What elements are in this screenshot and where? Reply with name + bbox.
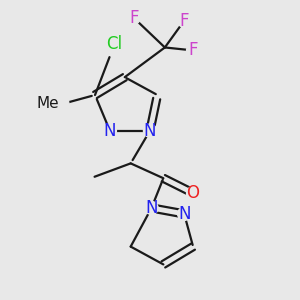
Circle shape — [145, 201, 158, 214]
Text: N: N — [178, 205, 190, 223]
Circle shape — [187, 44, 200, 57]
Circle shape — [187, 187, 200, 200]
Circle shape — [105, 35, 124, 54]
Text: N: N — [144, 122, 156, 140]
Text: Me: Me — [37, 96, 59, 111]
Text: Cl: Cl — [106, 35, 122, 53]
Text: F: F — [188, 41, 198, 59]
Circle shape — [127, 11, 140, 24]
Text: O: O — [187, 184, 200, 202]
Circle shape — [178, 207, 191, 220]
Text: F: F — [129, 9, 138, 27]
Circle shape — [50, 94, 69, 113]
Text: F: F — [179, 12, 189, 30]
Circle shape — [143, 124, 157, 137]
Text: N: N — [145, 199, 158, 217]
Text: N: N — [103, 122, 116, 140]
Circle shape — [103, 124, 116, 137]
Circle shape — [178, 14, 191, 27]
